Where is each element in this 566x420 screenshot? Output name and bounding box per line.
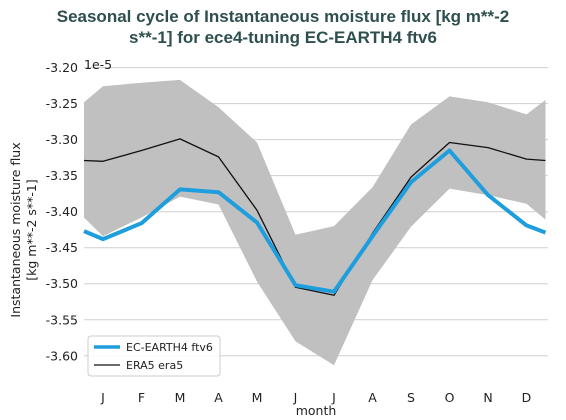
x-axis-label: month (296, 403, 337, 418)
x-tick-label-8: S (407, 390, 415, 405)
x-tick-label-10: N (483, 390, 492, 405)
x-tick-label-0: J (100, 390, 105, 405)
x-tick-label-7: A (368, 390, 377, 405)
x-tick-label-1: F (138, 390, 145, 405)
legend: EC-EARTH4 ftv6 ERA5 era5 (87, 335, 221, 377)
x-tick-label-9: O (445, 390, 455, 405)
y-tick-label-8: -3.60 (46, 348, 78, 363)
range-band (84, 79, 546, 366)
x-tick-label-3: A (214, 390, 223, 405)
y-tick-label-0: -3.20 (46, 60, 78, 75)
legend-label-era5: ERA5 era5 (126, 359, 183, 372)
chart-title-line-1: Seasonal cycle of Instantaneous moisture… (57, 7, 510, 26)
x-tick-label-11: D (522, 390, 532, 405)
legend-frame (87, 335, 221, 377)
y-axis-label-line-1: Instantaneous moisture flux (8, 142, 23, 317)
y-tick-label-6: -3.50 (46, 276, 78, 291)
y-tick-label-5: -3.45 (46, 240, 78, 255)
legend-label-ec-earth4: EC-EARTH4 ftv6 (126, 341, 213, 354)
y-tick-label-7: -3.55 (46, 312, 78, 327)
series-line-0 (83, 148, 547, 294)
y-axis-offset-label: 1e-5 (84, 57, 112, 72)
x-tick-label-4: M (252, 390, 263, 405)
y-tick-label-2: -3.30 (46, 132, 78, 147)
y-tick-label-3: -3.35 (46, 168, 78, 183)
y-tick-label-4: -3.40 (46, 204, 78, 219)
plot-area: -3.20 -3.25 -3.30 -3.35 -3.40 -3.45 -3.50 -3.55… (46, 60, 548, 405)
y-tick-label-1: -3.25 (46, 96, 78, 111)
chart-title-line-2: s**-1] for ece4-tuning EC-EARTH4 ftv6 (129, 28, 437, 47)
x-tick-label-2: M (175, 390, 186, 405)
series-line-1 (83, 138, 546, 296)
y-axis-label-line-2: [kg m**-2 s**-1] (24, 179, 39, 281)
x-tick-label-6: J (331, 390, 336, 405)
x-tick-label-5: J (293, 390, 298, 405)
